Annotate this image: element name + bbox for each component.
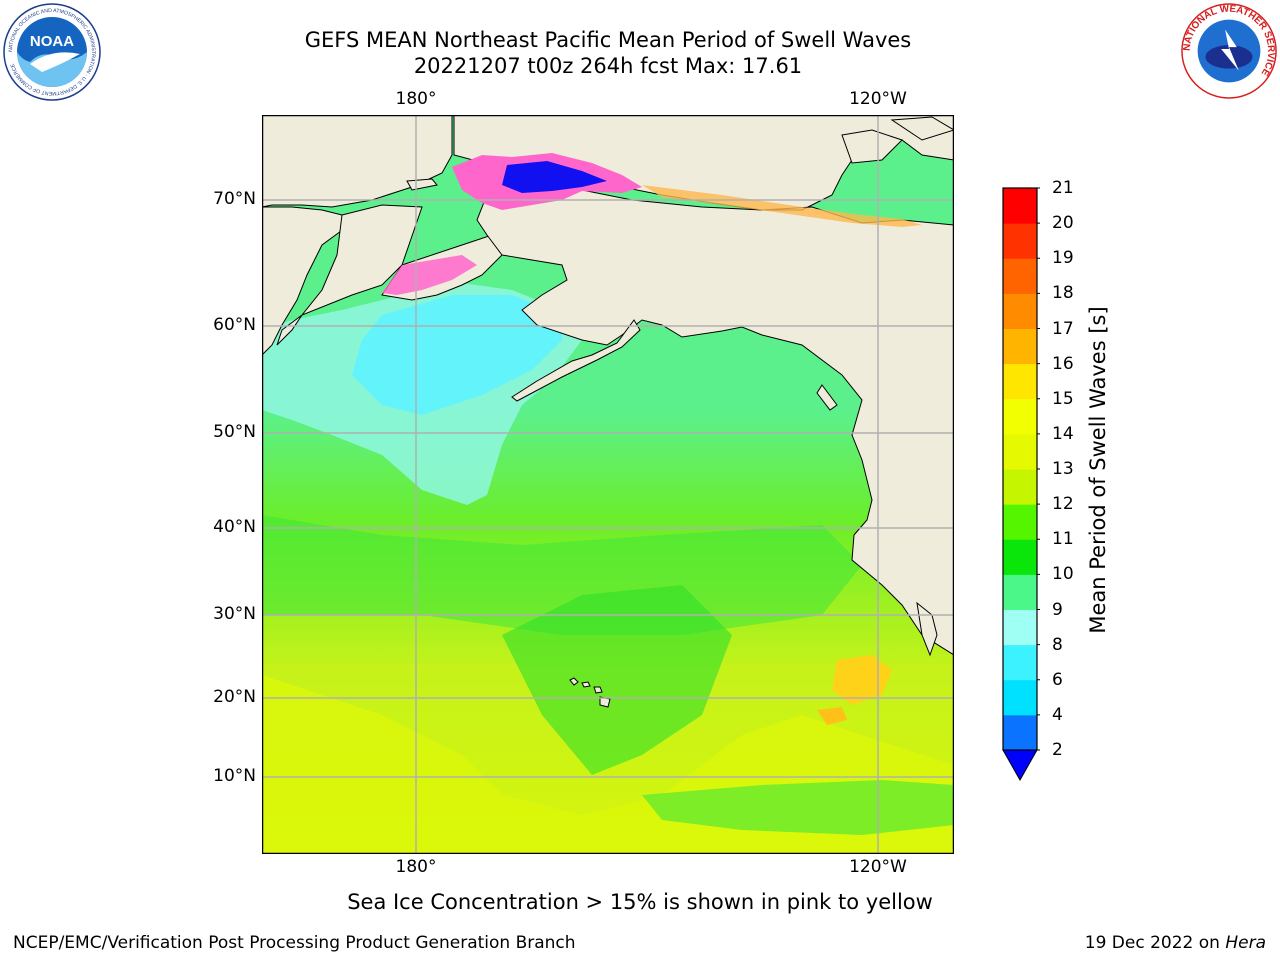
- colorbar-segment: [1003, 714, 1037, 751]
- land-arctic-island-2: [890, 116, 954, 141]
- land-kamchatka: [262, 206, 353, 356]
- footer-date: 19 Dec 2022 on Hera: [1085, 933, 1266, 953]
- land-alaska-peninsula: [511, 319, 641, 402]
- land-baja-california: [916, 601, 938, 657]
- colorbar-segment: [1003, 293, 1037, 329]
- colorbar-segment: [1003, 328, 1037, 365]
- colorbar-tick-label: 6: [1052, 669, 1063, 690]
- colorbar-tick-label: 10: [1052, 564, 1074, 585]
- colorbar-tick-label: 13: [1052, 459, 1074, 479]
- very-short-period-region-bering: [352, 295, 562, 415]
- colorbar-segment: [1003, 469, 1037, 505]
- lat-label-20n: 20°N: [213, 687, 256, 707]
- sea-ice-bering-edge: [382, 255, 477, 295]
- sea-ice-caption: Sea Ice Concentration > 15% is shown in …: [347, 890, 933, 914]
- orange-period-patch-west-of-baja: [832, 655, 892, 705]
- land-hawaii: [569, 677, 611, 708]
- footer-branch: NCEP/EMC/Verification Post Processing Pr…: [13, 933, 576, 953]
- map-title-line2: 20221207 t00z 264h fcst Max: 17.61: [413, 54, 803, 78]
- map-title-line1: GEFS MEAN Northeast Pacific Mean Period …: [304, 28, 912, 52]
- colorbar-segment: [1003, 363, 1037, 400]
- land-arctic-island-1: [841, 129, 903, 164]
- footer-machine: Hera: [1225, 933, 1266, 953]
- colorbar-segment: [1003, 433, 1037, 470]
- colorbar-tick-label: 4: [1052, 704, 1063, 725]
- map-border: [262, 115, 954, 854]
- colorbar-segment: [1003, 574, 1037, 610]
- colorbar-tick-label: 19: [1052, 248, 1074, 269]
- lat-label-60n: 60°N: [213, 315, 256, 335]
- land-wrangel-island: [406, 178, 438, 191]
- colorbar-segment: [1003, 679, 1037, 716]
- colorbar-segment: [1003, 609, 1037, 646]
- colorbar-segment: [1003, 258, 1037, 294]
- colorbar-tick-label: 15: [1052, 388, 1074, 409]
- colorbar-tick-label: 16: [1052, 353, 1074, 374]
- sea-ice-coastal-yellow: [642, 185, 922, 227]
- colorbar-segment: [1003, 398, 1037, 435]
- lat-label-10n: 10°N: [213, 766, 256, 786]
- colorbar-tick-label: 8: [1052, 634, 1063, 655]
- colorbar-tick-label: 21: [1052, 178, 1074, 198]
- swell-period-map: [262, 115, 954, 854]
- colorbar-segment: [1003, 188, 1037, 224]
- lon-label-bottom-120w: 120°W: [849, 857, 907, 877]
- colorbar-tick-label: 11: [1052, 529, 1074, 550]
- colorbar: [1002, 187, 1040, 782]
- orange-period-patch-south: [817, 707, 847, 725]
- colorbar-segment: [1003, 223, 1037, 259]
- colorbar-segment: [1003, 504, 1037, 540]
- lon-label-bottom-180: 180°: [395, 857, 437, 877]
- colorbar-segment: [1003, 539, 1037, 575]
- lat-label-70n: 70°N: [213, 189, 256, 209]
- green-period-central-lobe: [502, 585, 732, 775]
- land-vancouver-island: [816, 384, 838, 411]
- colorbar-tick-label: 17: [1052, 318, 1074, 339]
- lat-label-30n: 30°N: [213, 604, 256, 624]
- green-period-band-itcz: [642, 780, 954, 835]
- colorbar-title: Mean Period of Swell Waves [s]: [1086, 306, 1110, 634]
- noaa-logo: NOAA NATIONAL OCEANIC AND ATMOSPHERIC AD…: [3, 3, 101, 101]
- colorbar-tick-label: 9: [1052, 599, 1063, 620]
- colorbar-tick-label: 18: [1052, 283, 1074, 304]
- colorbar-tick-label: 14: [1052, 423, 1074, 444]
- lat-label-40n: 40°N: [213, 517, 256, 537]
- colorbar-outline: [1002, 187, 1038, 751]
- nws-logo: NATIONAL WEATHER SERVICE: [1181, 3, 1277, 99]
- lon-label-top-180: 180°: [395, 89, 437, 109]
- colorbar-tick-label: 20: [1052, 213, 1074, 234]
- map-graticule: [262, 115, 954, 854]
- colorbar-tick-label: 12: [1052, 494, 1074, 515]
- lat-label-50n: 50°N: [213, 422, 256, 442]
- colorbar-tick-label: 2: [1052, 740, 1063, 760]
- colorbar-under-triangle: [1002, 749, 1038, 782]
- footer-date-text: 19 Dec 2022 on: [1084, 933, 1226, 953]
- lon-label-top-120w: 120°W: [849, 89, 907, 109]
- noaa-logo-text: NOAA: [30, 33, 74, 50]
- land-siberia-east: [276, 204, 423, 346]
- green-period-band: [262, 515, 862, 635]
- colorbar-segment: [1003, 644, 1037, 681]
- sea-ice-chukchi-core: [502, 161, 607, 193]
